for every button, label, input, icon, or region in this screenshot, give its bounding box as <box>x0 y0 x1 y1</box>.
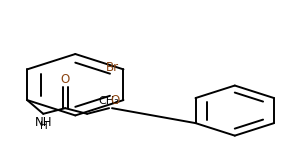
Text: O: O <box>61 73 70 86</box>
Text: NH: NH <box>34 116 52 129</box>
Text: H: H <box>40 121 48 131</box>
Text: CH₃: CH₃ <box>98 96 119 106</box>
Text: Br: Br <box>106 61 119 74</box>
Text: O: O <box>111 94 120 107</box>
